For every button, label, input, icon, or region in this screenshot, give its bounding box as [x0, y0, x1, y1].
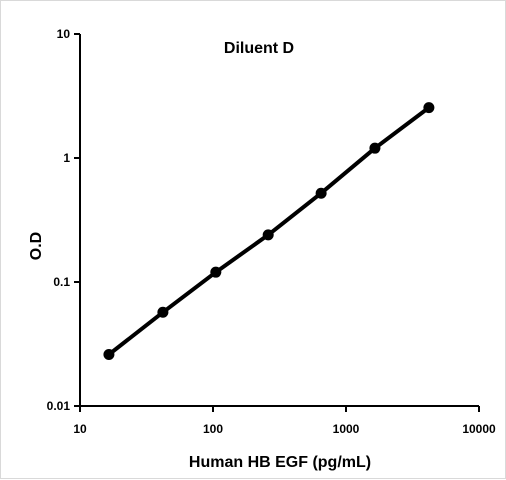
x-tick-label: 10	[73, 422, 87, 436]
chart-title: Diluent D	[224, 40, 294, 57]
axes: 0.01 0.1 1 10 10 100 1000 10000	[47, 27, 496, 436]
y-axis-title: O.D	[28, 232, 45, 260]
data-point	[262, 229, 274, 241]
x-axis-title: Human HB EGF (pg/mL)	[189, 454, 371, 471]
series-marks	[103, 102, 435, 361]
y-tick-label: 0.1	[53, 275, 70, 289]
data-point	[423, 102, 435, 114]
x-tick-label: 1000	[333, 422, 360, 436]
data-point	[103, 349, 115, 361]
y-tick-label: 0.01	[47, 399, 71, 413]
x-tick-label: 10000	[462, 422, 496, 436]
data-point	[210, 266, 222, 278]
y-tick-label: 10	[57, 27, 71, 41]
data-point	[315, 187, 327, 199]
data-point	[157, 306, 169, 318]
x-tick-label: 100	[203, 422, 223, 436]
data-point	[369, 142, 381, 154]
y-tick-label: 1	[63, 151, 70, 165]
